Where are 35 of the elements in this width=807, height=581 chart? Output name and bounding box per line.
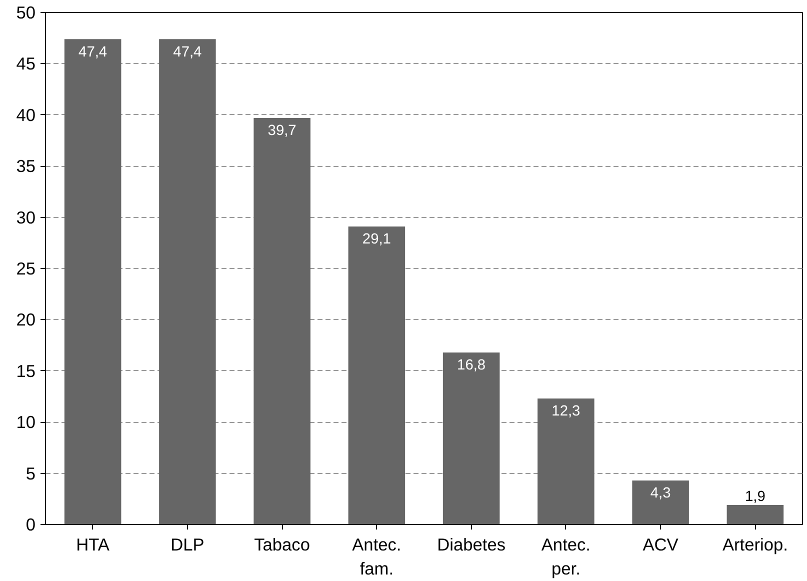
bar [348, 226, 406, 524]
x-tick-label: Arteriop. [722, 534, 788, 554]
x-tick-label: Antec. per. [541, 534, 590, 578]
x-tick-label: Tabaco [254, 534, 310, 554]
bar [254, 118, 310, 524]
data-label: 39,7 [268, 123, 296, 140]
y-tick-label: 10 [16, 412, 36, 432]
y-tick-label: 15 [16, 360, 36, 381]
bar [159, 39, 216, 524]
y-tick-label: 30 [16, 207, 36, 228]
x-tick-label: ACV [642, 534, 679, 554]
x-tick-label: Antec. fam. [352, 534, 402, 578]
data-label: 16,8 [457, 358, 486, 374]
bar [538, 398, 594, 524]
data-label: 12,3 [552, 404, 580, 420]
y-tick-label: 25 [16, 258, 36, 278]
data-label: 4,3 [650, 486, 671, 502]
bar [64, 39, 122, 524]
data-label: 47,4 [173, 44, 202, 60]
bar [442, 352, 500, 524]
y-tick-label: 45 [16, 54, 36, 74]
x-tick-label: Diabetes [437, 534, 506, 554]
y-tick-label: 20 [16, 310, 36, 330]
data-label: 29,1 [362, 232, 391, 248]
x-tick-label: DLP [170, 534, 204, 554]
y-tick-label: 35 [16, 156, 36, 176]
bar [632, 480, 689, 524]
data-label: 1,9 [745, 488, 766, 505]
y-tick-label: 0 [26, 514, 36, 534]
data-label: 47,4 [78, 44, 108, 60]
y-tick-label: 50 [16, 2, 36, 22]
y-tick-label: 5 [26, 463, 36, 484]
bar [726, 505, 784, 524]
x-tick-label: HTA [76, 534, 110, 554]
y-tick-label: 40 [16, 104, 36, 125]
